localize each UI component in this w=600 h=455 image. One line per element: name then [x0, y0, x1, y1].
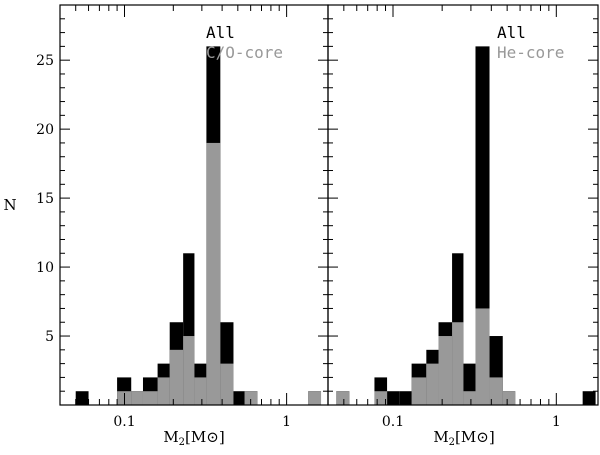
bar-p1-s1-b2 [411, 377, 427, 405]
bar-p0-s1-b6 [194, 377, 207, 405]
x-tick-label-p1-0: 0.1 [382, 414, 404, 430]
y-tick-label-3: 20 [36, 122, 54, 138]
x-tick-label-p0-1: 1 [282, 414, 291, 430]
panel-frame-1 [327, 4, 599, 406]
y-tick-label-2: 15 [36, 191, 54, 207]
bar-p1-s1-b9 [502, 391, 516, 405]
x-tick-label-p0-0: 0.1 [113, 414, 135, 430]
x-axis-label-right: M2[M⊙] [433, 428, 494, 448]
bar-p0-s1-b9 [244, 391, 258, 405]
x-tick-label-p1-1: 1 [552, 414, 561, 430]
x-axis-label-unit-left: [M⊙] [185, 428, 225, 446]
legend-co-core: C/O-core [206, 43, 283, 62]
bar-p0-s0-b10 [233, 391, 245, 405]
bar-p1-s1-b3 [426, 363, 439, 405]
y-tick-label-1: 10 [36, 260, 54, 276]
x-axis-label-main-right: M [433, 428, 448, 446]
bar-p0-s1-b10 [308, 391, 322, 405]
bar-p1-s0-b3 [399, 391, 412, 405]
frame-layer [59, 4, 599, 406]
bar-p0-s0-b6 [183, 253, 195, 405]
ticks-layer [59, 5, 598, 405]
x-axis-label-unit-right: [M⊙] [455, 428, 495, 446]
legend-all-right: All [497, 23, 526, 42]
bar-p0-s1-b2 [142, 391, 158, 405]
y-tick-label-4: 25 [36, 53, 54, 69]
legend-all-left: All [206, 23, 235, 42]
x-axis-label-sub-left: 2 [179, 437, 185, 448]
bars-layer [75, 46, 596, 405]
bar-p0-s1-b5 [183, 336, 195, 405]
bar-p0-s0-b0 [75, 391, 89, 405]
bar-p1-s1-b5 [452, 322, 464, 405]
legend-he-core: He-core [497, 43, 564, 62]
bar-p0-s1-b7 [206, 142, 221, 405]
bar-p0-s1-b4 [169, 349, 184, 405]
bar-p0-s1-b3 [157, 377, 170, 405]
bar-p0-s1-b8 [220, 363, 234, 405]
bar-p1-s1-b0 [336, 391, 350, 405]
x-axis-label-sub-right: 2 [449, 437, 455, 448]
y-tick-label-0: 5 [45, 329, 54, 345]
bar-p1-s0-b12 [582, 391, 596, 405]
bar-p0-s1-b1 [131, 391, 143, 405]
bar-p1-s1-b6 [463, 391, 476, 405]
bar-p1-s1-b4 [438, 336, 453, 405]
bar-p1-s1-b8 [489, 377, 503, 405]
y-axis-label: N [3, 196, 16, 214]
x-axis-label-main-left: M [163, 428, 178, 446]
x-axis-label-left: M2[M⊙] [163, 428, 224, 448]
bar-p1-s1-b7 [475, 308, 490, 405]
